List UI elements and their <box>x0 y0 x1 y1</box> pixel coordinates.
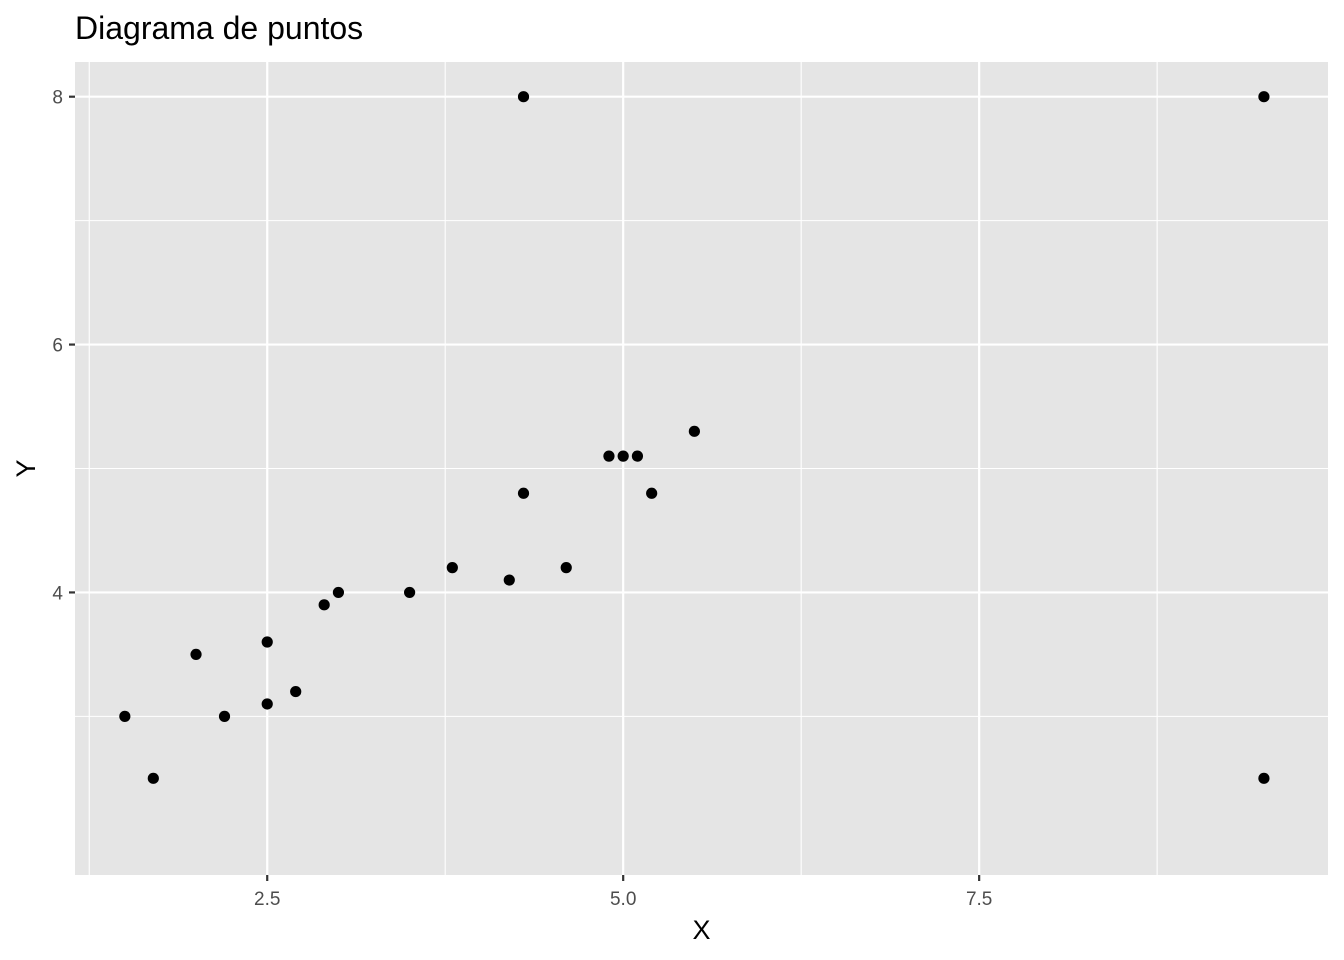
data-point <box>1258 91 1270 103</box>
data-point <box>446 562 458 574</box>
y-tick-label: 8 <box>52 88 63 109</box>
minor-gridlines <box>75 62 1328 875</box>
data-point <box>318 599 330 611</box>
data-point <box>404 586 416 599</box>
major-gridlines <box>75 62 1328 875</box>
data-point <box>603 450 615 462</box>
data-point <box>517 91 530 103</box>
data-point <box>147 772 159 784</box>
x-tick-label: 2.5 <box>254 889 280 910</box>
x-tick-label: 7.5 <box>966 889 992 910</box>
data-point <box>503 574 515 586</box>
data-point <box>119 710 131 722</box>
data-point <box>218 710 231 722</box>
data-point <box>688 425 700 437</box>
x-tick-label: 5.0 <box>610 889 636 910</box>
data-point <box>617 450 629 462</box>
data-point <box>261 698 273 710</box>
data-point <box>517 487 530 499</box>
y-tick-label: 4 <box>52 583 63 604</box>
data-point <box>261 636 273 648</box>
x-axis: 2.5 5.0 7.5 <box>254 875 992 910</box>
data-point <box>332 586 345 599</box>
y-tick-label: 6 <box>52 336 63 357</box>
y-axis-title: Y <box>11 459 41 477</box>
data-point <box>646 487 658 499</box>
data-points <box>119 91 1270 784</box>
data-point <box>1258 772 1270 784</box>
data-point <box>560 562 572 574</box>
data-point <box>190 648 202 660</box>
x-axis-title: X <box>692 915 710 945</box>
data-point <box>631 450 644 462</box>
chart-title: Diagrama de puntos <box>75 10 363 46</box>
data-point <box>290 685 302 698</box>
y-axis: 4 6 8 <box>52 88 75 604</box>
